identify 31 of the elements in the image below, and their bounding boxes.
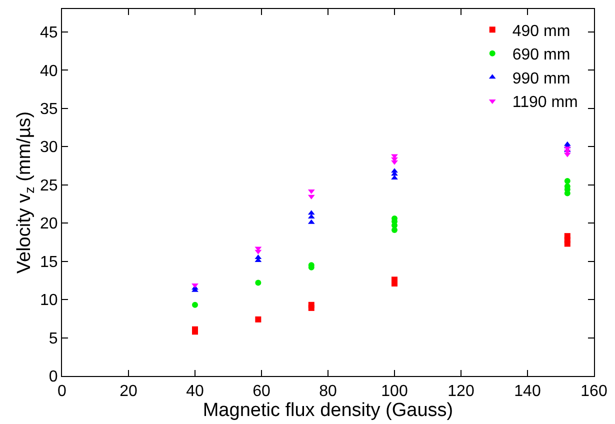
y-tick-label: 25 [40,177,58,194]
y-tick-label: 35 [40,101,58,118]
point [308,302,314,308]
x-axis-title: Magnetic flux density (Gauss) [202,400,454,422]
point [391,168,398,173]
legend-label: 1190 mm [512,94,578,112]
x-tick-label: 20 [120,383,138,400]
legend-label: 990 mm [512,70,570,88]
x-tick-label: 40 [186,383,204,400]
y-tick-label: 15 [40,254,58,271]
y-tick-label: 45 [40,24,58,42]
x-tick-label: 100 [381,383,408,400]
x-tick-label: 140 [514,383,541,400]
y-tick-label: 10 [40,292,58,310]
x-tick-label: 120 [448,383,474,400]
x-tick-label: 80 [319,383,337,400]
point [192,302,198,308]
y-tick-label: 40 [40,62,58,80]
point [255,280,262,286]
point [255,316,262,322]
point [564,233,570,240]
legend-label: 690 mm [512,46,570,64]
y-tick-label: 20 [40,216,58,233]
x-tick-label: 60 [252,383,270,400]
legend-label: 490 mm [512,22,570,40]
x-tick-label: 160 [580,383,608,400]
y-tick-label: 30 [40,139,58,156]
point [564,178,570,184]
y-tick-label: 0 [48,368,58,386]
point [391,174,398,180]
y-tick-label: 5 [48,330,58,348]
